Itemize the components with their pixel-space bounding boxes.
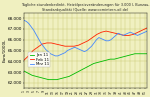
Jan 11: [89, 65, 91, 66]
Line: Jan 11: Jan 11: [24, 54, 147, 80]
Feb 11: [114, 33, 116, 34]
Feb 11: [23, 60, 25, 61]
Jan 11: [109, 59, 111, 60]
Jan 11: [68, 76, 70, 77]
Feb 11: [60, 45, 61, 46]
Feb 11: [128, 35, 130, 36]
Mrz 11: [100, 38, 102, 39]
Jan 11: [52, 79, 54, 80]
Jan 11: [31, 75, 33, 76]
Jan 11: [118, 58, 119, 59]
Line: Mrz 11: Mrz 11: [24, 20, 147, 56]
Feb 11: [96, 34, 98, 35]
Title: Tägliche stundenbedinkt. Heizölpreisveränderungen für 3.000 l, Bunzau,
Standardq: Tägliche stundenbedinkt. Heizölpreisverä…: [21, 3, 150, 12]
Jan 11: [130, 54, 132, 55]
Feb 11: [50, 42, 52, 44]
Feb 11: [87, 40, 89, 41]
Jan 11: [97, 62, 99, 63]
Jan 11: [113, 59, 115, 60]
Legend: Jan 11, Feb 11, Mrz 11: Jan 11, Feb 11, Mrz 11: [28, 52, 50, 67]
Jan 11: [93, 63, 95, 64]
Mrz 11: [146, 31, 148, 32]
Feb 11: [146, 27, 148, 28]
Feb 11: [110, 32, 112, 33]
Feb 11: [123, 35, 125, 36]
Feb 11: [142, 29, 144, 31]
Feb 11: [69, 46, 70, 47]
Jan 11: [56, 79, 58, 80]
Jan 11: [44, 78, 45, 79]
Feb 11: [73, 46, 75, 47]
Jan 11: [64, 77, 66, 78]
Mrz 11: [139, 34, 141, 35]
Feb 11: [105, 31, 107, 32]
Jan 11: [76, 71, 78, 73]
Jan 11: [101, 61, 103, 62]
Jan 11: [35, 76, 37, 77]
Feb 11: [32, 50, 34, 51]
Feb 11: [37, 47, 39, 48]
Y-axis label: Euro/1000L: Euro/1000L: [3, 39, 7, 62]
Feb 11: [41, 43, 43, 45]
Jan 11: [134, 53, 136, 54]
Mrz 11: [33, 29, 35, 31]
Jan 11: [27, 73, 29, 74]
Jan 11: [126, 55, 127, 56]
Jan 11: [72, 74, 74, 75]
Jan 11: [146, 53, 148, 54]
Mrz 11: [23, 20, 25, 21]
Jan 11: [105, 60, 107, 61]
Feb 11: [46, 42, 48, 44]
Feb 11: [78, 45, 80, 46]
Jan 11: [122, 56, 123, 58]
Mrz 11: [83, 51, 85, 52]
Mrz 11: [105, 40, 107, 41]
Feb 11: [64, 46, 66, 47]
Feb 11: [133, 34, 134, 35]
Feb 11: [82, 42, 84, 44]
Mrz 11: [54, 55, 56, 56]
Feb 11: [119, 34, 121, 35]
Mrz 11: [69, 49, 71, 50]
Jan 11: [39, 77, 41, 78]
Jan 11: [48, 79, 50, 80]
Jan 11: [81, 69, 82, 71]
Jan 11: [60, 78, 62, 79]
Jan 11: [85, 67, 87, 68]
Line: Feb 11: Feb 11: [24, 28, 147, 60]
Feb 11: [92, 37, 93, 38]
Feb 11: [55, 43, 57, 45]
Jan 11: [23, 70, 25, 72]
Jan 11: [138, 53, 140, 54]
Feb 11: [28, 55, 29, 56]
Jan 11: [142, 53, 144, 54]
Feb 11: [137, 32, 139, 33]
Feb 11: [101, 32, 102, 33]
